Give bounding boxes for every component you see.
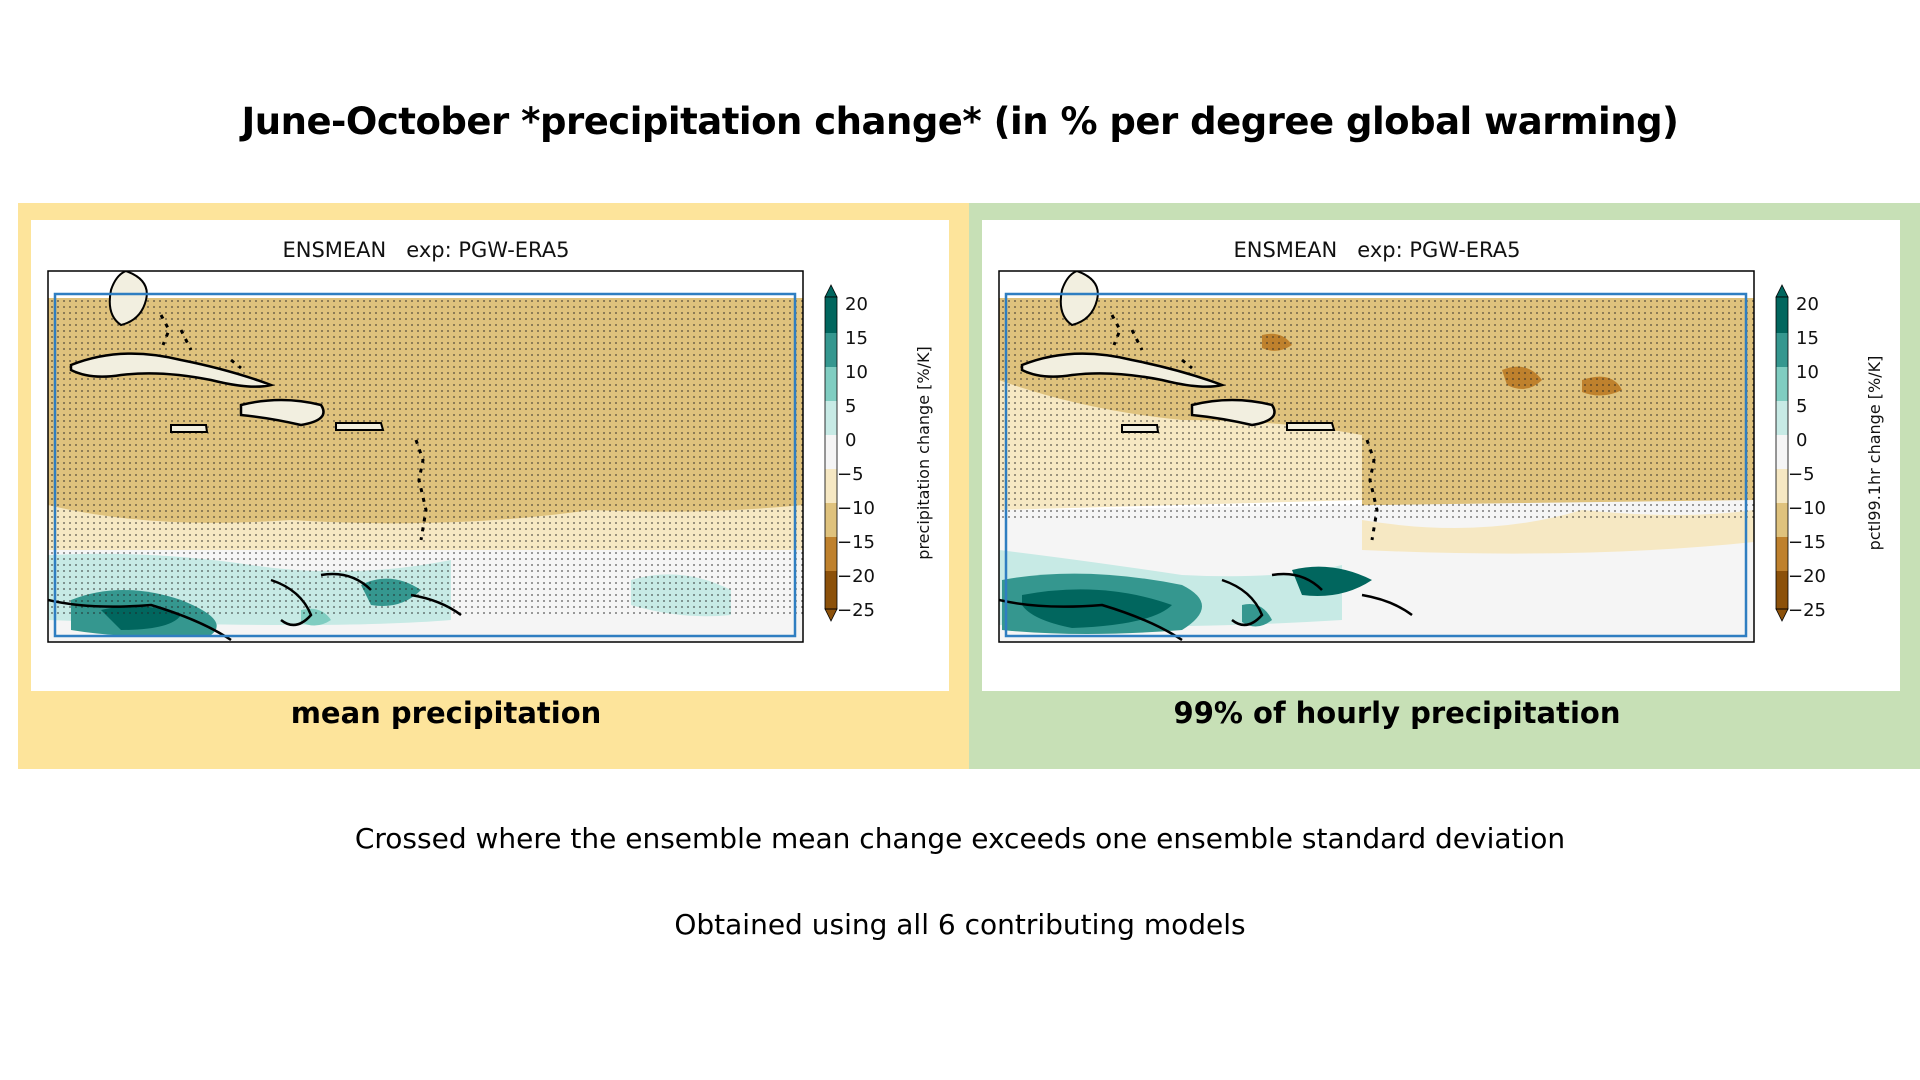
colorbar-label: precipitation change [%/K]: [914, 346, 933, 559]
map-figure: ENSMEAN exp: PGW-ERA5: [998, 238, 1884, 643]
map-field: [999, 271, 1754, 642]
colorbar-tick: 5: [845, 396, 856, 417]
figure-hourly-precipitation: ENSMEAN exp: PGW-ERA5: [982, 220, 1900, 691]
colorbar-tick: −10: [837, 498, 875, 519]
colorbar-tick: 5: [1796, 396, 1807, 417]
map-field: [48, 271, 803, 642]
colorbar-tick: −20: [1788, 566, 1826, 587]
panel-mean-precipitation: ENSMEAN exp: PGW-ERA5: [18, 203, 970, 769]
colorbar-tick: −25: [1788, 600, 1826, 621]
plot-title: ENSMEAN exp: PGW-ERA5: [1233, 238, 1520, 262]
colorbar-tick: 10: [845, 362, 868, 383]
colorbar-tick: −5: [837, 464, 864, 485]
colorbar-tick: 20: [845, 294, 868, 315]
colorbar-tick: −10: [1788, 498, 1826, 519]
colorbar-tick: −20: [837, 566, 875, 587]
domain-box: [53, 292, 797, 638]
note-crossed-significance: Crossed where the ensemble mean change e…: [354, 822, 1566, 855]
colorbar-tick: 15: [845, 328, 868, 349]
colorbar-tick: 20: [1796, 294, 1819, 315]
colorbar-tick: 0: [845, 430, 856, 451]
colorbar-tick: 0: [1796, 430, 1807, 451]
colorbar-tick: −25: [837, 600, 875, 621]
panel-caption: mean precipitation: [290, 696, 602, 730]
colorbar-ticks: 20 15 10 5 0 −5 −10 −15 −20 −25: [1788, 294, 1826, 621]
map-figure: ENSMEAN exp: PGW-ERA5: [47, 238, 933, 643]
note-model-count: Obtained using all 6 contributing models: [674, 908, 1246, 941]
plot-title: ENSMEAN exp: PGW-ERA5: [282, 238, 569, 262]
colorbar: [824, 284, 838, 622]
colorbar-ticks: 20 15 10 5 0 −5 −10 −15 −20 −25: [837, 294, 875, 621]
colorbar-tick: 10: [1796, 362, 1819, 383]
panel-caption: 99% of hourly precipitation: [1173, 696, 1621, 730]
colorbar-tick: 15: [1796, 328, 1819, 349]
colorbar-tick: −5: [1788, 464, 1815, 485]
figure-mean-precipitation: ENSMEAN exp: PGW-ERA5: [31, 220, 949, 691]
colorbar-tick: −15: [837, 532, 875, 553]
slide-title: June-October *precipitation change* (in …: [241, 100, 1679, 143]
colorbar-label: pctl99.1hr change [%/K]: [1865, 356, 1884, 551]
colorbar: [1775, 284, 1789, 622]
colorbar-tick: −15: [1788, 532, 1826, 553]
map-frame: [998, 270, 1755, 643]
panel-hourly-precipitation: ENSMEAN exp: PGW-ERA5: [969, 203, 1920, 769]
domain-box: [1004, 292, 1748, 638]
map-frame: [47, 270, 804, 643]
